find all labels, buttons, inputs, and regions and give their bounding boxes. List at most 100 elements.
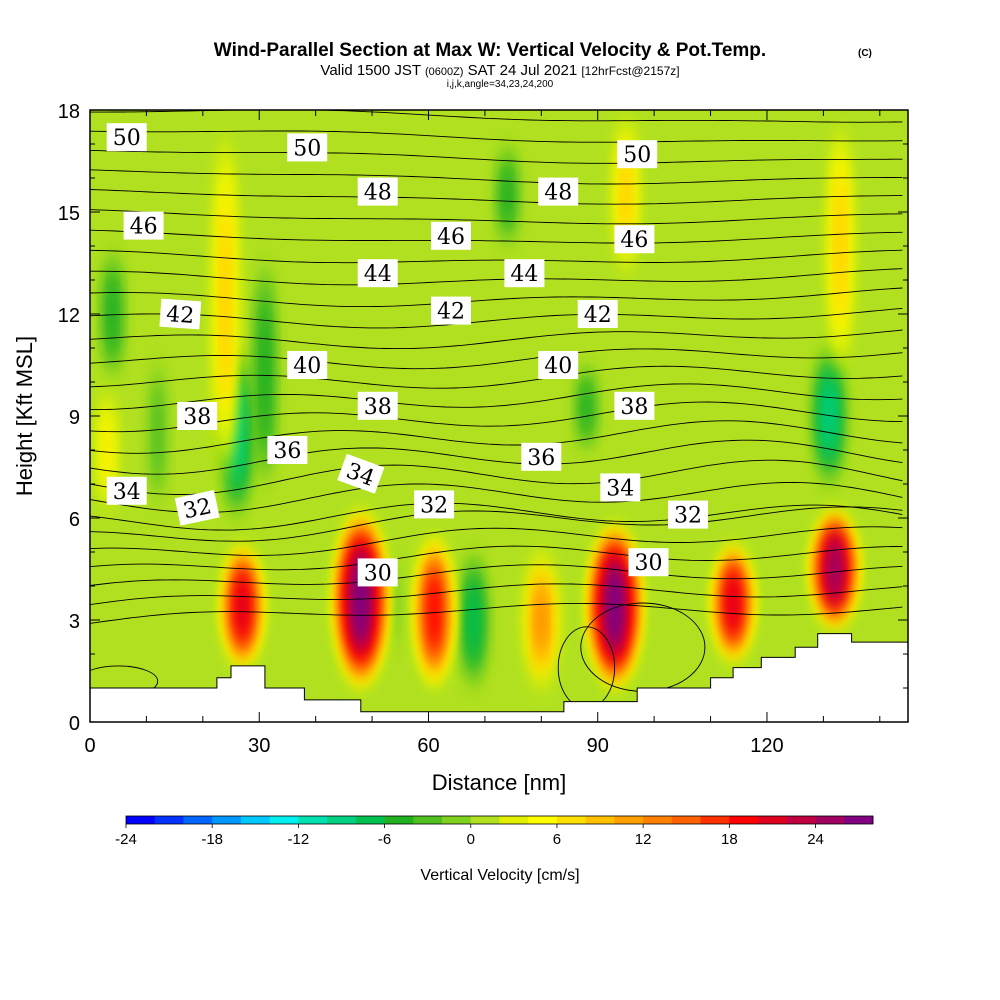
potential-temperature-contours — [90, 110, 903, 709]
colorbar-swatch — [384, 816, 414, 824]
contour-label-text: 42 — [584, 303, 612, 328]
y-tick-label: 0 — [69, 713, 80, 735]
updraft-cell — [584, 528, 645, 685]
colorbar-swatch — [815, 816, 845, 824]
isentrope-line — [90, 506, 903, 542]
chart-title: Wind-Parallel Section at Max W: Vertical… — [214, 40, 766, 61]
y-axis-title: Height [Kft MSL] — [12, 336, 37, 496]
colorbar-swatch — [556, 816, 587, 824]
colorbar-tick-label: -12 — [288, 831, 310, 848]
vertical-velocity-field — [90, 110, 908, 722]
contour-label: 42 — [431, 296, 471, 325]
contour-label-text: 34 — [113, 480, 141, 505]
colorbar-swatch — [212, 816, 242, 824]
isentrope-line — [90, 401, 903, 433]
colorbar-swatch — [786, 816, 816, 824]
contour-label-text: 50 — [293, 136, 321, 161]
colorbar-swatch — [585, 816, 615, 824]
contour-label: 42 — [159, 298, 202, 330]
colorbar-swatch — [269, 816, 299, 824]
contour-label: 46 — [123, 211, 164, 240]
contour-label: 30 — [357, 558, 398, 587]
colorbar-tick-label: 6 — [553, 831, 561, 848]
colorbar-swatch — [442, 816, 472, 824]
x-tick-label: 90 — [587, 735, 609, 757]
updraft-cell — [218, 548, 267, 665]
contour-label: 34 — [106, 476, 147, 505]
terrain-profile — [90, 633, 908, 722]
colorbar-swatch — [528, 816, 558, 824]
colorbar-swatch — [327, 816, 357, 824]
colorbar-swatch — [671, 816, 702, 824]
isentrope-line — [90, 189, 903, 205]
isentrope-line — [90, 602, 903, 624]
isentrope-line — [90, 169, 903, 185]
colorbar-swatch — [470, 816, 500, 824]
subtitle-date: SAT 24 Jul 2021 — [468, 62, 578, 79]
subtitle-params: i,j,k,angle=34,23,24,200 — [447, 79, 554, 90]
contour-label: 50 — [287, 133, 328, 162]
updraft-cell — [807, 513, 862, 625]
isentrope-line — [90, 365, 903, 389]
colorbar-swatch — [700, 816, 730, 824]
y-tick-label: 3 — [69, 611, 80, 633]
colorbar-swatch — [844, 816, 874, 824]
isentrope-line — [90, 307, 903, 329]
isentrope-line — [90, 329, 903, 350]
contour-label-text: 32 — [420, 493, 448, 518]
contour-label-text: 30 — [635, 551, 663, 576]
contour-label-text: 42 — [165, 302, 195, 329]
contour-label: 34 — [600, 473, 641, 502]
isentrope-line — [90, 383, 903, 411]
isentrope-line — [90, 545, 903, 571]
x-axis-title: Distance [nm] — [432, 770, 567, 795]
subtitle-forecast: [12hrFcst@2157z] — [581, 64, 679, 78]
contour-label-text: 36 — [273, 439, 301, 464]
contour-label-text: 46 — [620, 228, 648, 253]
isentrope-line — [90, 130, 903, 143]
downdraft-cell — [149, 371, 166, 495]
contour-label: 30 — [628, 548, 669, 577]
x-tick-label: 120 — [750, 735, 783, 757]
isentrope-line — [90, 229, 903, 244]
colorbar-swatch — [729, 816, 759, 824]
subtitle-valid: Valid 1500 JST — [320, 62, 420, 79]
contour-label: 40 — [287, 351, 328, 379]
colorbar-tick-label: 18 — [721, 831, 738, 848]
contour-label: 50 — [617, 140, 658, 169]
isentrope-line — [90, 249, 903, 264]
contour-label-text: 48 — [544, 181, 572, 206]
contour-label: 48 — [538, 177, 579, 206]
colorbar-swatch — [183, 816, 213, 824]
colorbar-tick-label: 24 — [807, 831, 824, 848]
contour-label: 38 — [177, 402, 218, 430]
colorbar-tick-label: 0 — [467, 831, 475, 848]
contour-label-text: 44 — [510, 262, 538, 287]
contour-label: 32 — [174, 489, 220, 526]
x-tick-label: 30 — [248, 735, 270, 757]
contour-label-text: 32 — [674, 504, 702, 529]
isentrope-line — [90, 149, 903, 164]
colorbar-swatch — [413, 816, 443, 824]
downdraft-cell — [575, 372, 598, 443]
contour-label: 44 — [357, 259, 398, 288]
y-tick-label: 12 — [58, 305, 80, 327]
contour-label: 36 — [267, 436, 308, 464]
isentrope-line — [90, 268, 903, 286]
colorbar-swatch — [355, 816, 385, 824]
contour-label-text: 40 — [293, 354, 321, 379]
isentrope-line — [90, 564, 903, 586]
y-tick-label: 18 — [58, 101, 80, 123]
isentrope-line — [90, 420, 903, 454]
downdraft-cell — [496, 153, 519, 237]
colorbar-swatch — [240, 816, 271, 824]
updraft-cell — [524, 558, 559, 682]
x-tick-label: 60 — [417, 735, 439, 757]
terrain — [90, 633, 908, 722]
colorbar-swatch — [126, 816, 156, 824]
plot-area: 50 50 48 48 50 46 46 46 44 44 42 42 42 40 40 38 38 38 36 36… — [89, 109, 909, 723]
contour-label: 32 — [668, 500, 708, 529]
contour-label: 50 — [106, 123, 147, 152]
isentrope-line — [90, 348, 903, 370]
